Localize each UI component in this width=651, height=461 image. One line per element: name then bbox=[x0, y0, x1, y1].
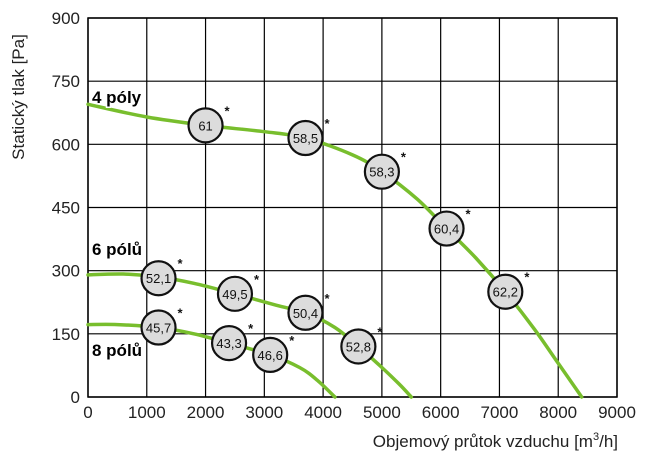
marker-star: * bbox=[248, 321, 254, 336]
x-tick-label: 3000 bbox=[245, 403, 283, 422]
x-ticks: 0 1000 2000 3000 4000 5000 6000 7000 8000 9000 bbox=[83, 403, 636, 422]
x-axis-title: Objemový průtok vzduchu [m3/h] bbox=[373, 431, 618, 451]
x-tick-label: 2000 bbox=[187, 403, 225, 422]
curve-label-6-polu: 6 pólů bbox=[92, 240, 142, 259]
marker-value: 52,8 bbox=[346, 339, 371, 354]
x-tick-label: 5000 bbox=[363, 403, 401, 422]
marker-value: 58,5 bbox=[293, 131, 318, 146]
marker-star: * bbox=[377, 324, 383, 339]
x-tick-label: 4000 bbox=[304, 403, 342, 422]
marker-star: * bbox=[524, 270, 530, 285]
marker-star: * bbox=[466, 207, 472, 222]
marker-star: * bbox=[401, 150, 407, 165]
noise-marker: 46,6 * bbox=[252, 333, 295, 373]
marker-star: * bbox=[178, 256, 184, 271]
marker-value: 45,7 bbox=[146, 321, 171, 336]
curve-label-8-polu: 8 pólů bbox=[92, 341, 142, 360]
y-ticks: 0 150 300 450 600 750 900 bbox=[52, 9, 80, 407]
marker-circle bbox=[428, 210, 465, 247]
x-tick-label: 9000 bbox=[598, 403, 636, 422]
noise-marker: 49,5 * bbox=[216, 272, 260, 312]
y-tick-label: 150 bbox=[52, 325, 80, 344]
y-tick-label: 0 bbox=[71, 388, 80, 407]
marker-value: 49,5 bbox=[222, 287, 247, 302]
marker-value: 62,2 bbox=[493, 285, 518, 300]
marker-value: 43,3 bbox=[216, 336, 241, 351]
marker-value: 58,3 bbox=[369, 165, 394, 180]
marker-circle bbox=[216, 275, 254, 312]
marker-circle bbox=[140, 309, 177, 346]
curve-labels: 4 póly 6 pólů 8 pólů bbox=[91, 87, 144, 362]
x-tick-label: 8000 bbox=[539, 403, 577, 422]
y-tick-label: 600 bbox=[52, 135, 80, 154]
y-tick-label: 450 bbox=[52, 199, 80, 218]
noise-marker: 43,3 * bbox=[210, 321, 254, 362]
markers: 61*58,5*58,3*60,4*62,2*52,1*49,5*50,4*52… bbox=[140, 103, 530, 373]
marker-circle bbox=[287, 119, 324, 157]
noise-marker: 61 * bbox=[187, 103, 231, 144]
x-tick-label: 0 bbox=[83, 403, 92, 422]
noise-marker: 52,8 * bbox=[340, 324, 383, 365]
marker-circle bbox=[287, 294, 324, 331]
marker-circle bbox=[210, 324, 248, 362]
grid bbox=[87, 17, 618, 398]
marker-star: * bbox=[324, 116, 330, 131]
noise-marker: 58,3 * bbox=[363, 150, 407, 190]
x-tick-label: 6000 bbox=[422, 403, 460, 422]
marker-value: 50,4 bbox=[293, 306, 318, 321]
curve-label-4-poly: 4 póly bbox=[92, 88, 142, 107]
y-tick-label: 750 bbox=[52, 72, 80, 91]
x-tick-label: 7000 bbox=[481, 403, 519, 422]
plot-frame bbox=[87, 17, 618, 398]
x-tick-label: 1000 bbox=[128, 403, 166, 422]
marker-star: * bbox=[178, 306, 184, 321]
y-axis-title: Statický tlak [Pa] bbox=[9, 34, 28, 160]
marker-star: * bbox=[324, 291, 330, 306]
noise-marker: 45,7 * bbox=[140, 306, 184, 346]
marker-star: * bbox=[254, 272, 260, 287]
y-tick-label: 900 bbox=[52, 9, 80, 28]
y-tick-label: 300 bbox=[52, 262, 80, 281]
marker-circle bbox=[363, 153, 400, 190]
marker-circle bbox=[187, 107, 224, 144]
curve-series-0 bbox=[86, 102, 584, 399]
curve-series-2 bbox=[86, 322, 337, 399]
marker-star: * bbox=[289, 333, 295, 348]
marker-circle bbox=[252, 336, 289, 373]
noise-marker: 52,1 * bbox=[140, 256, 184, 297]
marker-star: * bbox=[225, 103, 231, 118]
noise-marker: 62,2 * bbox=[487, 270, 530, 310]
marker-value: 46,6 bbox=[258, 348, 283, 363]
marker-circle bbox=[340, 328, 377, 365]
noise-marker: 50,4 * bbox=[287, 291, 330, 331]
marker-circle bbox=[140, 260, 177, 297]
marker-value: 52,1 bbox=[146, 271, 171, 286]
curves bbox=[86, 102, 584, 399]
noise-marker: 60,4 * bbox=[428, 207, 472, 247]
marker-value: 61 bbox=[198, 118, 212, 133]
noise-marker: 58,5 * bbox=[287, 116, 330, 157]
marker-circle bbox=[487, 273, 524, 310]
marker-value: 60,4 bbox=[434, 222, 459, 237]
